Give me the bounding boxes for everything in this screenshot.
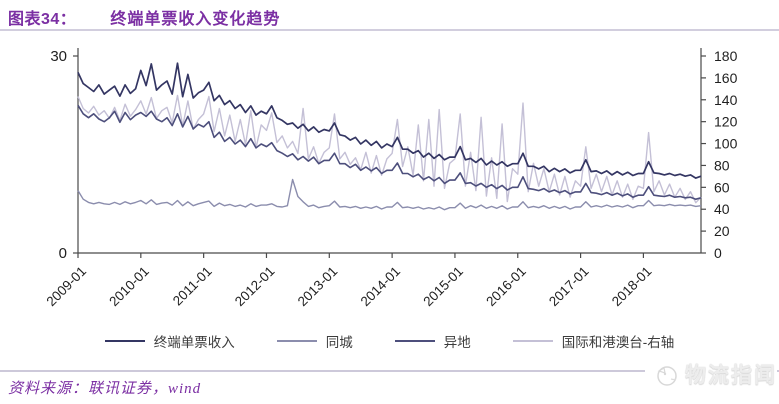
figure-number: 图表34： bbox=[8, 11, 77, 28]
x-axis-label: 2012-01 bbox=[232, 264, 278, 310]
x-axis-label: 2018-01 bbox=[609, 264, 655, 310]
legend-label-guoji: 国际和港澳台-右轴 bbox=[561, 335, 675, 350]
watermark-text: 物流指闻 bbox=[685, 364, 777, 387]
chart-legend: 终端单票收入 同城 异地 国际和港澳台-右轴 bbox=[0, 331, 779, 351]
y-axis-left-label: 30 bbox=[50, 48, 67, 65]
y-axis-right-label: 60 bbox=[714, 179, 730, 195]
figure-header: 图表34： 终端单票收入变化趋势 bbox=[8, 5, 280, 29]
y-axis-right-label: 140 bbox=[714, 92, 738, 108]
y-axis-right-label: 40 bbox=[714, 201, 730, 217]
y-axis-right-label: 160 bbox=[714, 70, 738, 86]
title-separator-line bbox=[0, 29, 779, 31]
watermark-logo-icon bbox=[657, 366, 677, 386]
watermark: 物流指闻 bbox=[645, 354, 777, 394]
legend-label-zhongduan: 终端单票收入 bbox=[153, 335, 235, 350]
series-line-tongcheng bbox=[77, 178, 702, 211]
figure-title: 终端单票收入变化趋势 bbox=[110, 11, 281, 28]
legend-item-yidi: 异地 bbox=[394, 331, 471, 351]
x-axis-label: 2011-01 bbox=[170, 264, 215, 309]
legend-item-zhongduan: 终端单票收入 bbox=[104, 331, 235, 351]
legend-item-tongcheng: 同城 bbox=[276, 331, 353, 351]
y-axis-right-label: 80 bbox=[714, 157, 730, 173]
y-axis-right-label: 120 bbox=[714, 114, 738, 130]
y-axis-right-label: 20 bbox=[714, 223, 730, 239]
legend-label-yidi: 异地 bbox=[443, 335, 471, 350]
series-line-zhongduan bbox=[77, 62, 702, 179]
legend-item-guoji: 国际和港澳台-右轴 bbox=[512, 331, 675, 351]
y-axis-right-label: 0 bbox=[714, 245, 722, 261]
x-axis-label: 2014-01 bbox=[358, 264, 404, 310]
y-axis-right-label: 100 bbox=[714, 136, 738, 152]
series-line-yidi bbox=[77, 104, 702, 200]
legend-swatch-tongcheng bbox=[276, 340, 317, 342]
line-chart: 0 30 0 20 40 60 80 100 120 140 160 180 2009-01 2010-0… bbox=[43, 48, 738, 310]
x-axis-label: 2010-01 bbox=[106, 264, 152, 310]
legend-swatch-yidi bbox=[394, 340, 435, 342]
legend-label-tongcheng: 同城 bbox=[325, 335, 353, 350]
x-axis-label: 2015-01 bbox=[420, 264, 466, 310]
x-axis-label: 2013-01 bbox=[295, 264, 341, 310]
footer-separator-line bbox=[0, 370, 779, 372]
data-source-note: 资料来源：联讯证券，wind bbox=[8, 381, 202, 397]
series-line-guoji bbox=[77, 94, 702, 204]
y-axis-right-label: 180 bbox=[714, 48, 738, 64]
y-axis-left-label: 0 bbox=[59, 245, 67, 262]
x-axis-label: 2017-01 bbox=[546, 264, 592, 310]
x-axis-label: 2016-01 bbox=[483, 264, 529, 310]
x-axis-label: 2009-01 bbox=[43, 264, 89, 310]
legend-swatch-guoji bbox=[512, 340, 553, 342]
legend-swatch-zhongduan bbox=[104, 340, 145, 342]
